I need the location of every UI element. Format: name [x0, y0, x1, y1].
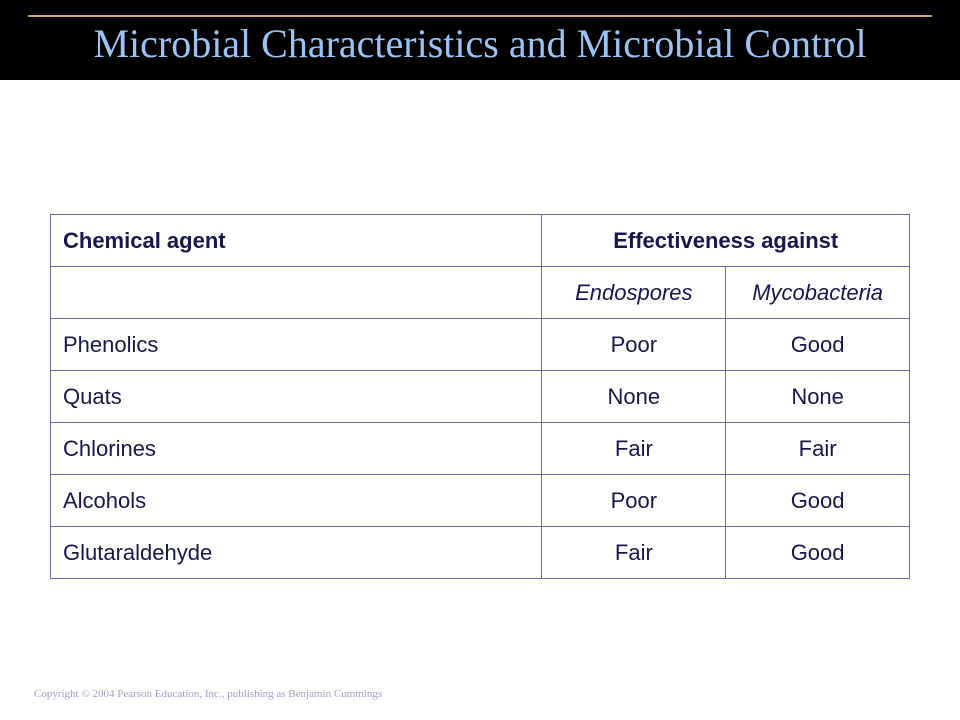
title-accent-rule	[28, 15, 932, 17]
subheader-mycobacteria: Mycobacteria	[725, 266, 910, 319]
agent-cell: Glutaraldehyde	[49, 526, 543, 579]
endospores-cell: Fair	[541, 526, 727, 579]
table-row: Phenolics Poor Good	[49, 318, 910, 371]
agent-cell: Alcohols	[49, 474, 543, 527]
endospores-cell: Poor	[541, 474, 727, 527]
mycobacteria-cell: Good	[725, 318, 910, 371]
mycobacteria-cell: Fair	[725, 422, 910, 475]
table-row: Alcohols Poor Good	[49, 474, 910, 527]
header-chemical-agent: Chemical agent	[49, 214, 543, 267]
table-row: Glutaraldehyde Fair Good	[49, 526, 910, 579]
agent-cell: Phenolics	[49, 318, 543, 371]
subheader-blank-cell	[49, 266, 543, 319]
table-row: Quats None None	[49, 370, 910, 423]
table-header-row: Chemical agent Effectiveness against	[49, 214, 910, 267]
mycobacteria-cell: None	[725, 370, 910, 423]
agent-cell: Quats	[49, 370, 543, 423]
header-effectiveness-against: Effectiveness against	[541, 214, 910, 267]
table-subheader-row: Endospores Mycobacteria	[49, 266, 910, 319]
subheader-endospores: Endospores	[541, 266, 727, 319]
mycobacteria-cell: Good	[725, 474, 910, 527]
mycobacteria-cell: Good	[725, 526, 910, 579]
slide-title: Microbial Characteristics and Microbial …	[93, 21, 867, 66]
endospores-cell: None	[541, 370, 727, 423]
table-row: Chlorines Fair Fair	[49, 422, 910, 475]
chemical-agents-table: Chemical agent Effectiveness against End…	[49, 214, 910, 579]
endospores-cell: Fair	[541, 422, 727, 475]
agent-cell: Chlorines	[49, 422, 543, 475]
title-bar: Microbial Characteristics and Microbial …	[0, 0, 960, 80]
endospores-cell: Poor	[541, 318, 727, 371]
copyright-notice: Copyright © 2004 Pearson Education, Inc.…	[34, 688, 383, 700]
